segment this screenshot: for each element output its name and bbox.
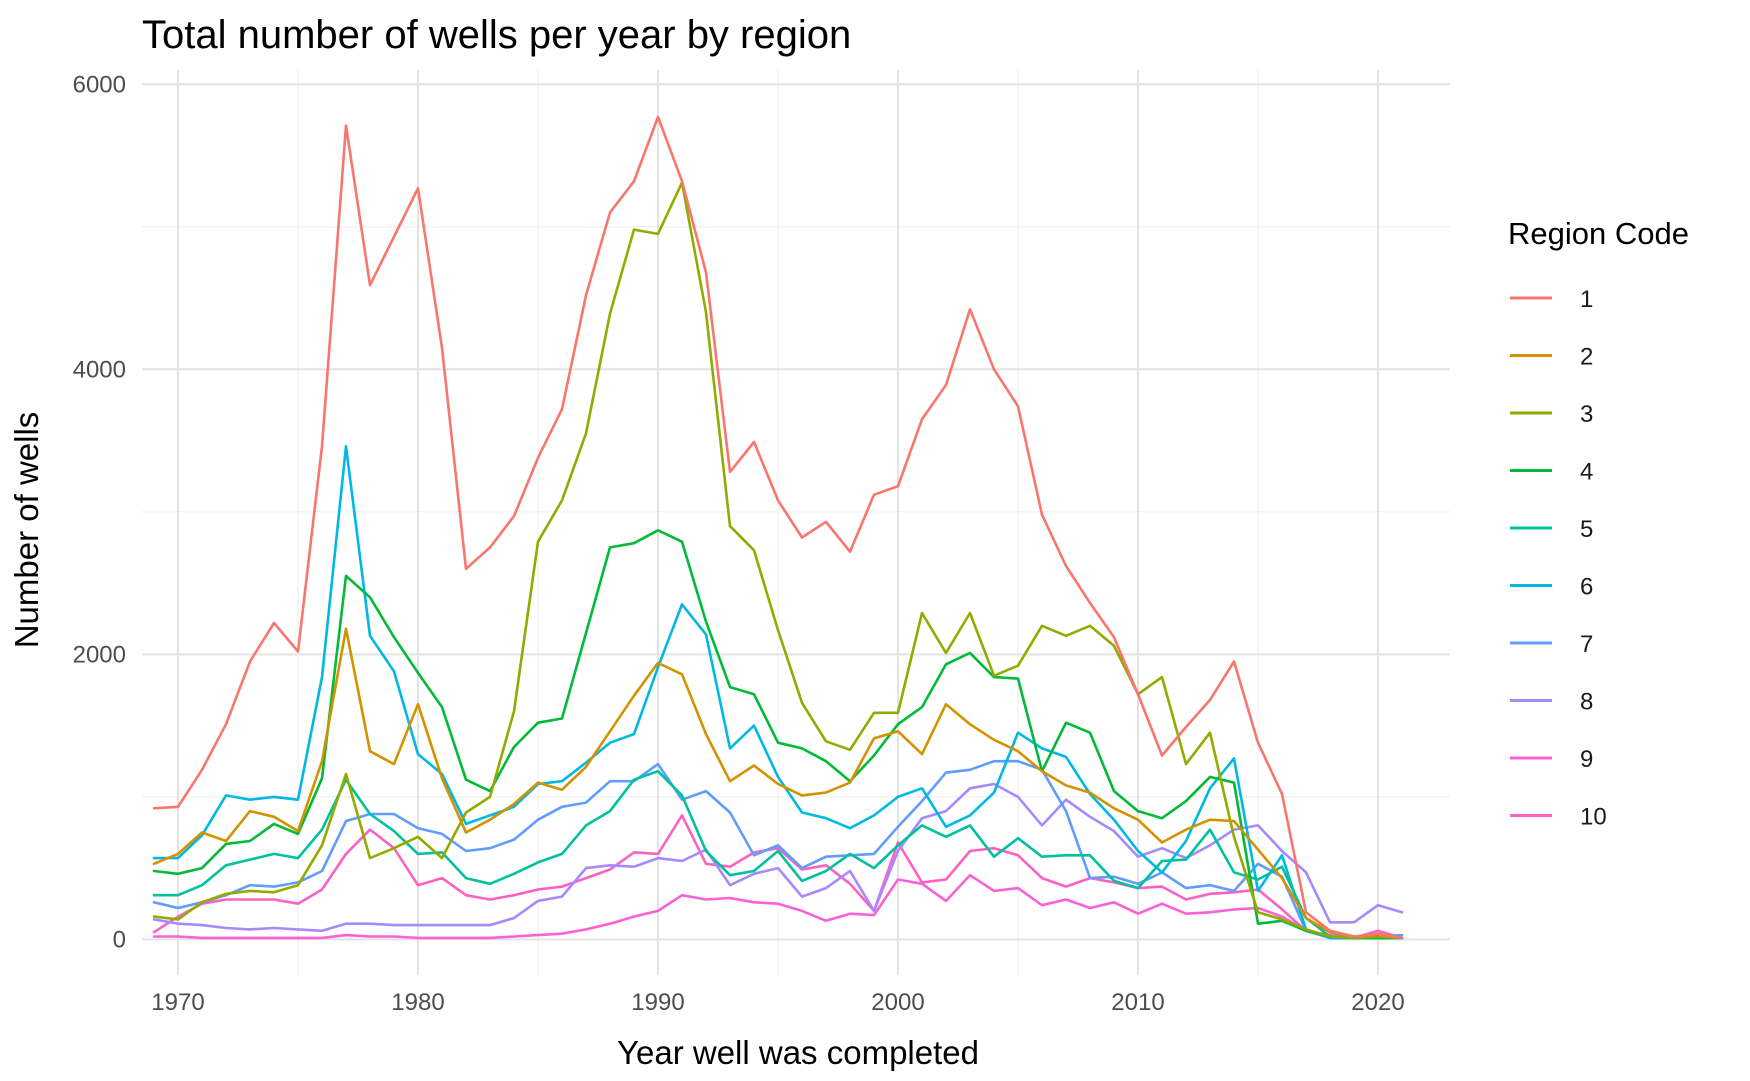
x-tick-label: 1970: [151, 989, 204, 1016]
legend-title: Region Code: [1508, 216, 1689, 251]
series-line-region-4: [152, 528, 1404, 940]
x-tick-label: 1990: [631, 989, 684, 1016]
x-axis-title: Year well was completed: [617, 1034, 979, 1071]
legend-label-region-6: 6: [1580, 574, 1593, 601]
series-line-region-8: [152, 782, 1404, 933]
legend-label-region-3: 3: [1580, 401, 1593, 428]
x-tick-label: 2010: [1111, 989, 1164, 1016]
legend-label-region-8: 8: [1580, 689, 1593, 716]
legend-label-region-5: 5: [1580, 516, 1593, 543]
legend-label-region-10: 10: [1580, 804, 1607, 831]
y-tick-label: 2000: [73, 641, 126, 668]
legend-label-region-2: 2: [1580, 344, 1593, 371]
x-tick-label: 1980: [391, 989, 444, 1016]
series-line-region-10: [152, 814, 1404, 940]
y-tick-label: 4000: [73, 356, 126, 383]
axes: 1970 1980 1990 2000 2010 2020 0 2000 4000 6000: [73, 71, 1405, 1016]
y-tick-label: 0: [113, 926, 126, 953]
series-lines: [152, 115, 1404, 940]
series-line-region-7: [152, 759, 1404, 940]
chart-title: Total number of wells per year by region: [142, 13, 851, 57]
series-line-region-1: [152, 115, 1404, 940]
y-tick-label: 6000: [73, 71, 126, 98]
x-tick-label: 2000: [871, 989, 924, 1016]
series-line-region-2: [152, 627, 1404, 940]
series-line-region-6: [152, 444, 1404, 940]
legend: Region Code 1 2 3 4 5 6 7 8 9 10: [1508, 216, 1689, 831]
legend-label-region-4: 4: [1580, 459, 1593, 486]
x-tick-label: 2020: [1351, 989, 1404, 1016]
y-axis-title: Number of wells: [8, 412, 45, 649]
grid: [142, 70, 1450, 975]
legend-label-region-1: 1: [1580, 286, 1593, 313]
legend-label-region-7: 7: [1580, 631, 1593, 658]
series-line-region-9: [152, 873, 1404, 940]
series-line-region-3: [152, 181, 1404, 940]
legend-label-region-9: 9: [1580, 746, 1593, 773]
series-line-region-5: [152, 769, 1404, 940]
